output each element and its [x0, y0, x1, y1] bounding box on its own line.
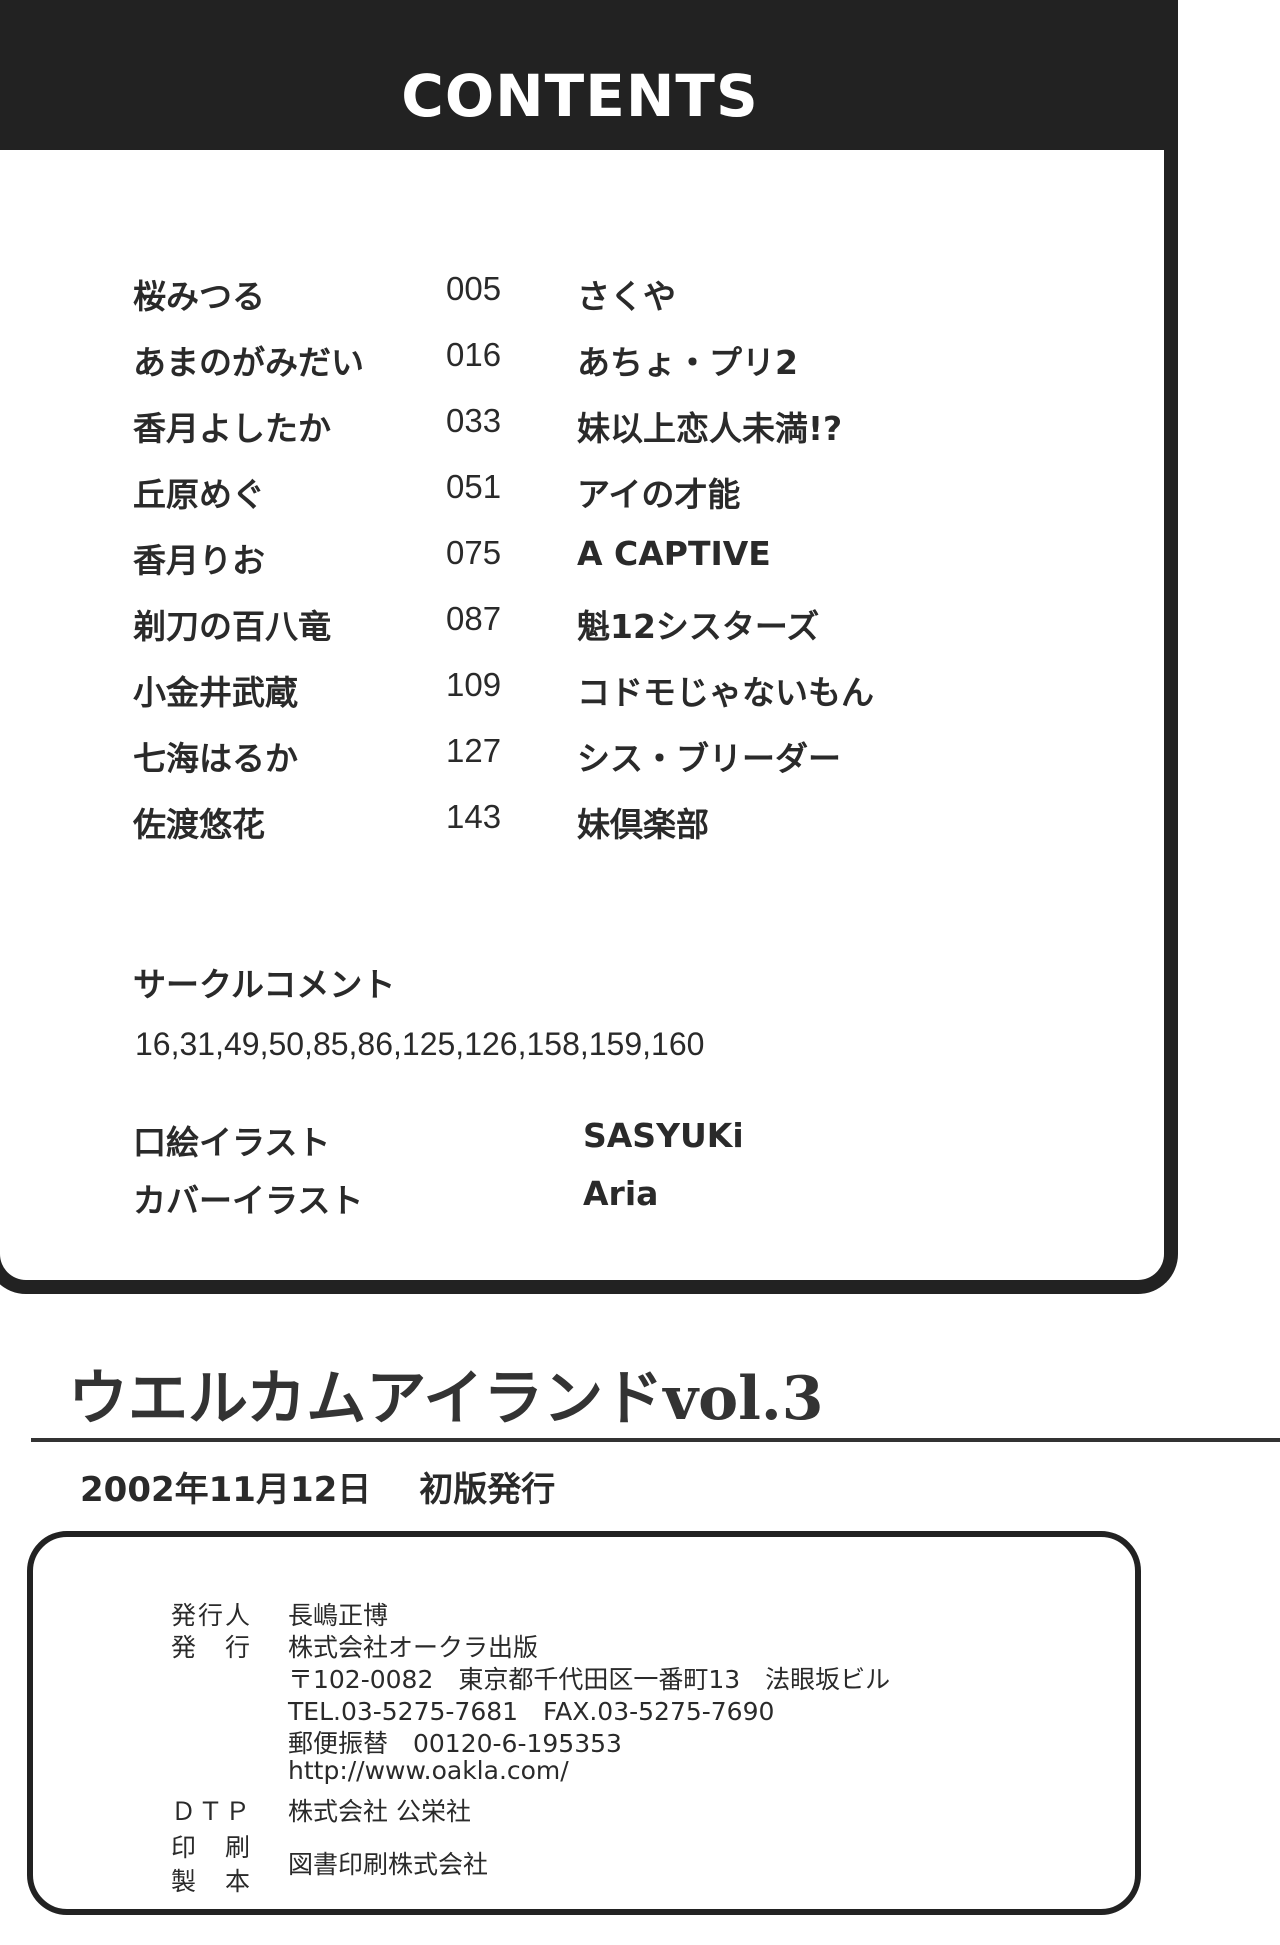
toc-title: 妹以上恋人未満!?	[577, 409, 843, 448]
colophon-value: 株式会社オークラ出版	[288, 1633, 539, 1662]
colophon-value: 〒102-0082 東京都千代田区一番町13 法眼坂ビル	[288, 1665, 891, 1694]
colophon-value: TEL.03-5275-7681 FAX.03-5275-7690	[288, 1697, 775, 1726]
toc-page: 033	[446, 402, 502, 439]
colophon-label: ＤＴＰ	[171, 1797, 253, 1826]
toc-author: 七海はるか	[133, 739, 298, 778]
toc-row: 剃刀の百八竜 087 魁12シスターズ	[133, 600, 1033, 646]
toc-title: さくや	[577, 277, 676, 316]
toc-title: コドモじゃないもん	[577, 673, 874, 712]
toc-title: A CAPTIVE	[577, 534, 771, 573]
toc-author: 剃刀の百八竜	[133, 607, 331, 646]
toc-author: 佐渡悠花	[133, 805, 265, 844]
toc-page: 087	[446, 600, 502, 637]
colophon-value: 郵便振替 00120-6-195353	[288, 1729, 622, 1758]
cover-label: カバーイラスト	[133, 1181, 364, 1220]
contents-header: CONTENTS	[0, 0, 1178, 165]
circle-comment-label: サークルコメント	[133, 965, 396, 1004]
toc-title: 妹倶楽部	[577, 805, 709, 844]
colophon-box	[27, 1531, 1141, 1915]
date: 2002年11月12日	[80, 1470, 372, 1510]
colophon-label: 製 本	[171, 1867, 253, 1896]
toc-row: 桜みつる 005 さくや	[133, 270, 1033, 316]
book-title: ウエルカムアイランドvol.3	[68, 1364, 824, 1434]
colophon-label: 発 行	[171, 1633, 253, 1662]
toc-row: あまのがみだい 016 あちょ・プリ2	[133, 336, 1033, 382]
edition: 初版発行	[419, 1470, 556, 1510]
toc-page: 005	[446, 270, 502, 307]
colophon-label: 発行人	[171, 1601, 253, 1630]
toc-title: アイの才能	[577, 475, 741, 514]
publication-date: 2002年11月12日 初版発行	[80, 1462, 555, 1511]
cover-artist: Aria	[583, 1174, 659, 1213]
colophon-value: 株式会社 公栄社	[288, 1797, 471, 1826]
toc-row: 小金井武蔵 109 コドモじゃないもん	[133, 666, 1033, 712]
toc-author: 香月りお	[133, 541, 265, 580]
toc-row: 丘原めぐ 051 アイの才能	[133, 468, 1033, 514]
toc-page: 127	[446, 732, 502, 769]
toc-author: あまのがみだい	[133, 343, 364, 382]
colophon-value: 図書印刷株式会社	[288, 1850, 489, 1879]
colophon-value: http://www.oakla.com/	[288, 1756, 569, 1785]
colophon-label: 印 刷	[171, 1833, 253, 1862]
toc-page: 051	[446, 468, 502, 505]
frontispiece-artist: SASYUKi	[583, 1116, 744, 1155]
toc-author: 丘原めぐ	[133, 475, 265, 514]
toc-title: あちょ・プリ2	[577, 343, 798, 382]
toc-row: 香月よしたか 033 妹以上恋人未満!?	[133, 402, 1033, 448]
toc-page: 075	[446, 534, 502, 571]
toc-author: 香月よしたか	[133, 409, 331, 448]
toc-row: 七海はるか 127 シス・ブリーダー	[133, 732, 1033, 778]
circle-comment-pages: 16,31,49,50,85,86,125,126,158,159,160	[135, 1026, 705, 1062]
toc-title: シス・ブリーダー	[577, 739, 841, 778]
frontispiece-label: 口絵イラスト	[133, 1123, 331, 1162]
colophon-value: 長嶋正博	[288, 1601, 389, 1630]
contents-title: CONTENTS	[401, 62, 759, 130]
toc-page: 109	[446, 666, 502, 703]
toc-row: 香月りお 075 A CAPTIVE	[133, 534, 1033, 580]
divider	[31, 1438, 1280, 1442]
toc-author: 小金井武蔵	[133, 673, 298, 712]
toc-page: 143	[446, 798, 502, 835]
toc-row: 佐渡悠花 143 妹倶楽部	[133, 798, 1033, 844]
contents-box	[0, 150, 1178, 1294]
toc-title: 魁12シスターズ	[577, 607, 820, 646]
toc-page: 016	[446, 336, 502, 373]
toc-author: 桜みつる	[133, 277, 265, 316]
